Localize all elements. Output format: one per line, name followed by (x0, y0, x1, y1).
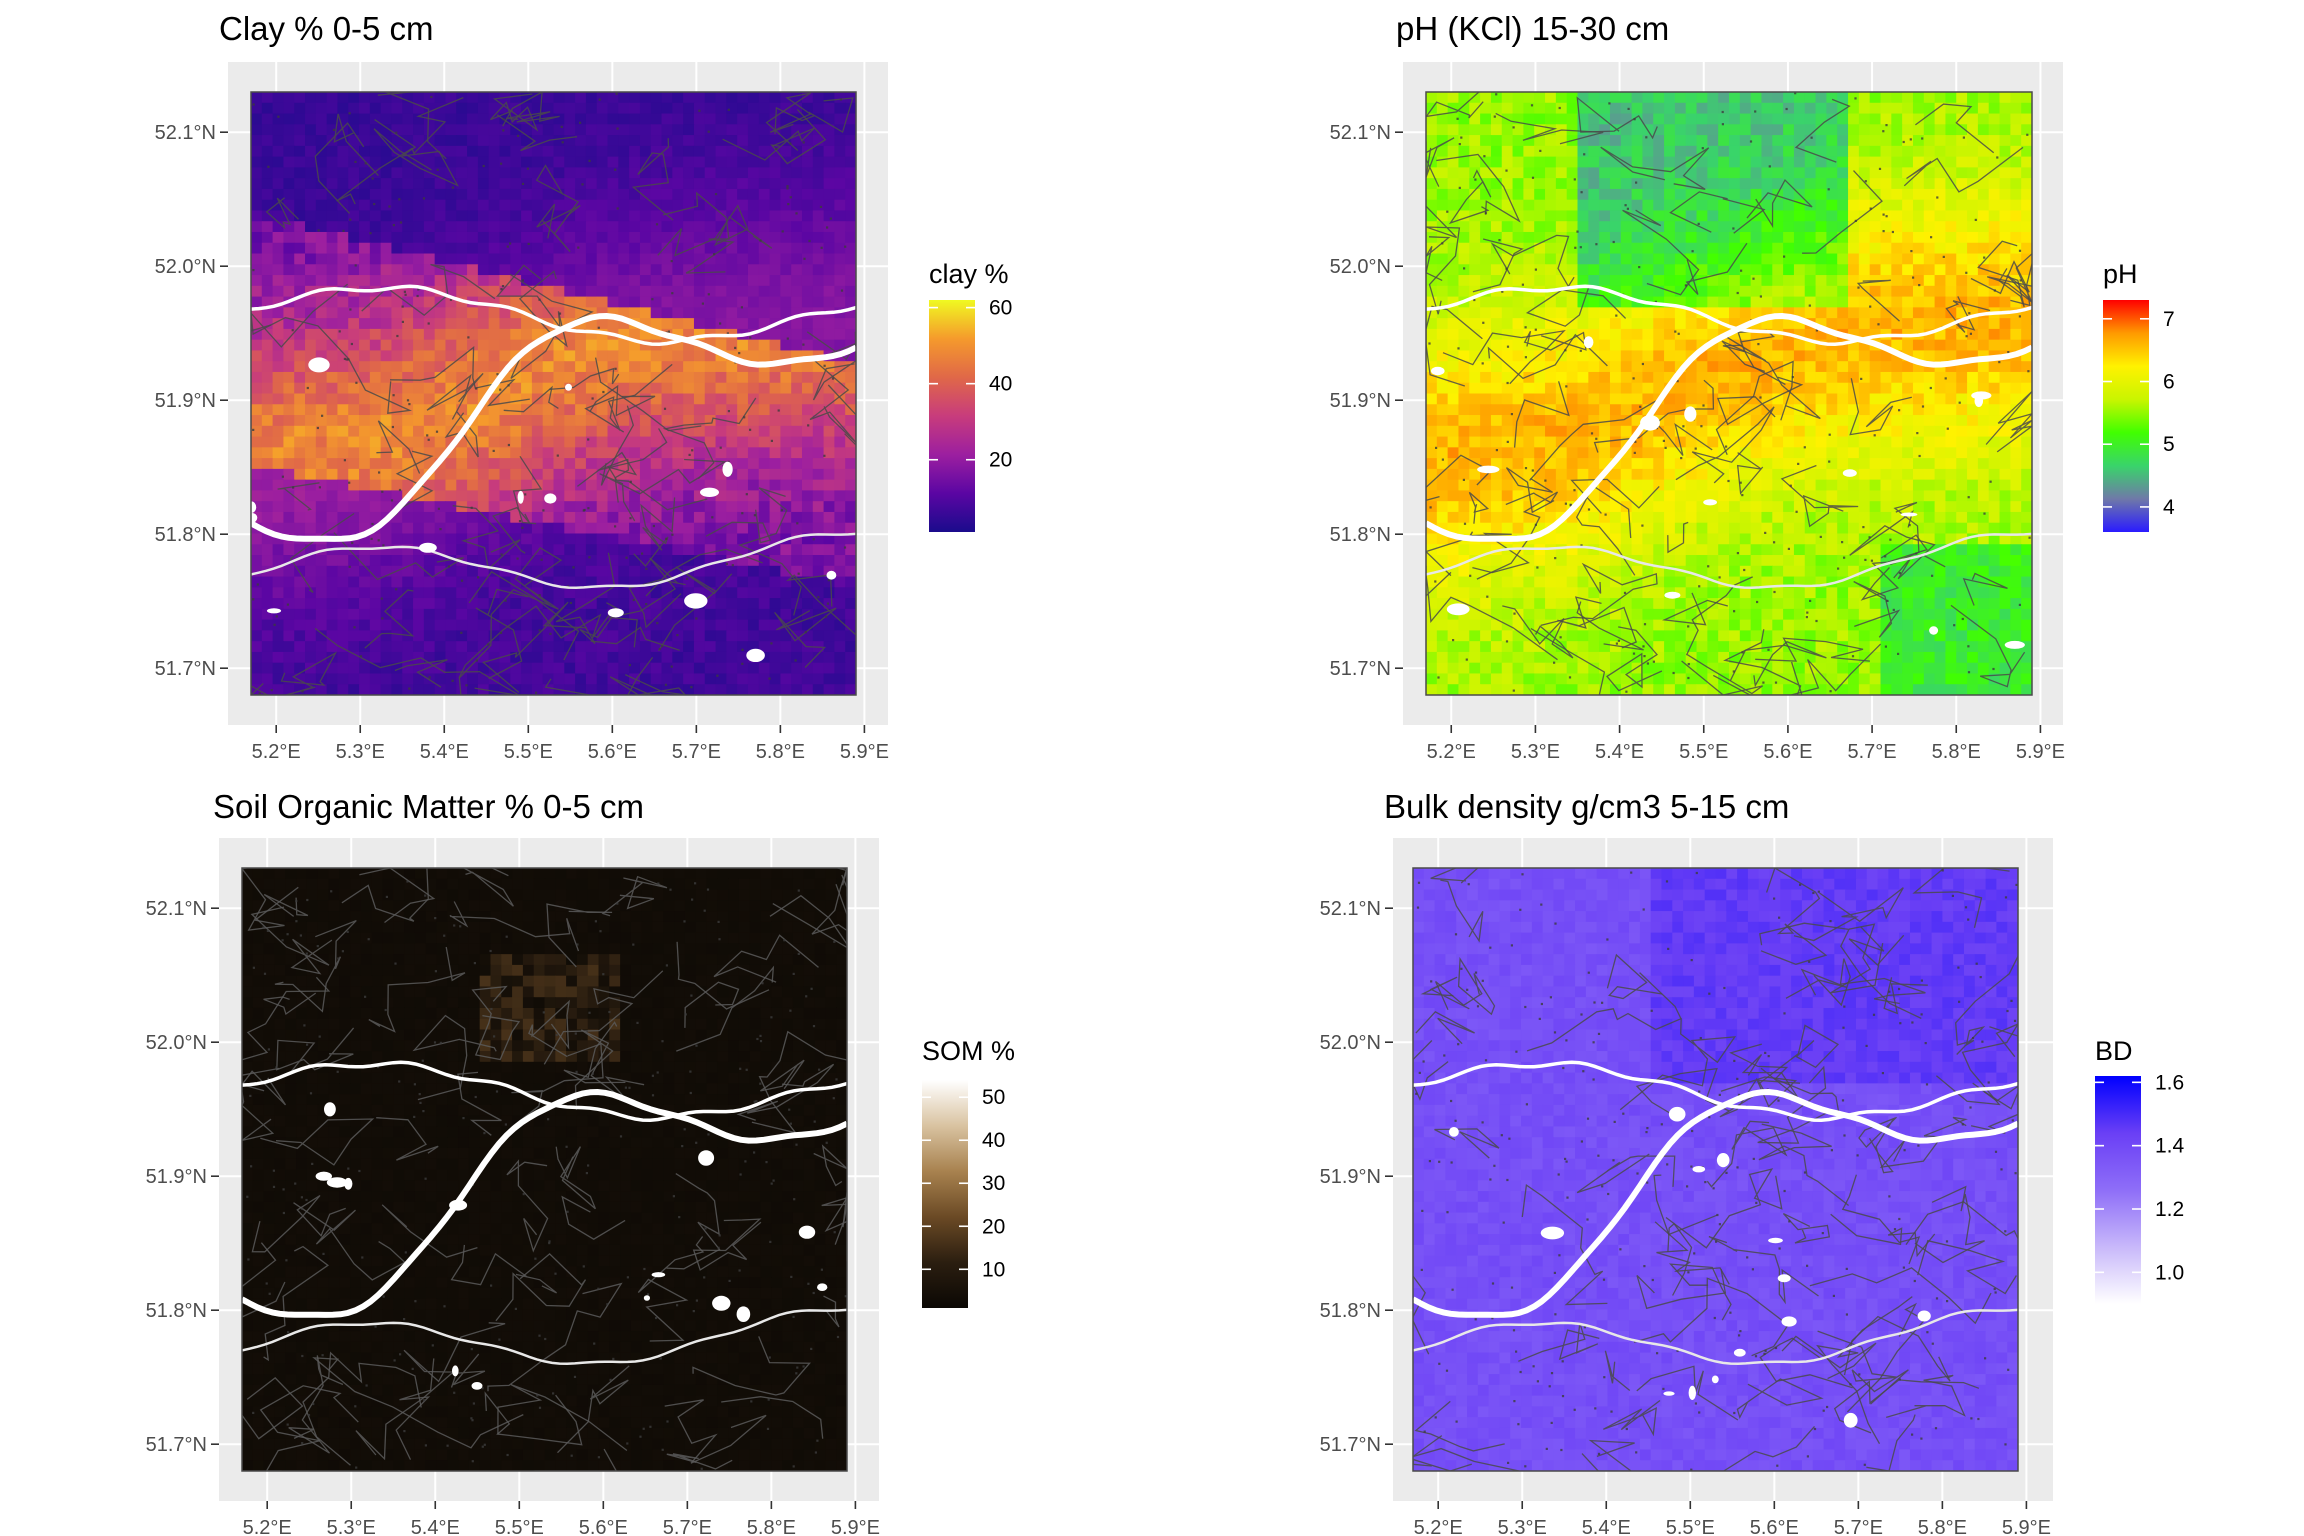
y-tick-label: 51.8°N (1320, 1300, 1381, 1322)
legend-colorbar (922, 1080, 968, 1308)
x-tick-label: 5.2°E (252, 741, 301, 763)
y-tick-label: 51.7°N (146, 1434, 207, 1456)
map-raster (1413, 868, 2018, 1471)
y-tick-label: 52.1°N (146, 898, 207, 920)
legend-break-label: 50 (982, 1086, 1005, 1109)
legend-colorbar (2103, 300, 2149, 532)
x-tick-label: 5.6°E (1750, 1517, 1799, 1536)
x-tick-label: 5.5°E (1679, 741, 1728, 763)
x-tick-label: 5.4°E (1582, 1517, 1631, 1536)
x-tick-label: 5.6°E (1763, 741, 1812, 763)
legend-break-label: 1.0 (2155, 1261, 2184, 1284)
y-tick-label: 51.8°N (155, 524, 216, 546)
x-tick-label: 5.3°E (1511, 741, 1560, 763)
legend: SOM % 50 40 30 20 10 (922, 1036, 1015, 1308)
y-tick-label: 52.1°N (1330, 122, 1391, 144)
x-tick-label: 5.4°E (411, 1517, 460, 1536)
map-raster (251, 92, 856, 695)
map-panel-2: pH (KCl) 15-30 cm 5.2°E 5.3°E 5.4°E 5.5°E 5.6… (1330, 10, 2175, 763)
x-tick-label: 5.6°E (579, 1517, 628, 1536)
y-tick-label: 51.9°N (1320, 1166, 1381, 1188)
legend: pH 7 6 5 4 (2103, 259, 2175, 532)
legend-break-label: 30 (982, 1172, 1005, 1195)
legend-title: SOM % (922, 1036, 1015, 1066)
x-tick-label: 5.4°E (1595, 741, 1644, 763)
map-raster (242, 868, 847, 1471)
legend-break-label: 7 (2163, 308, 2175, 331)
y-tick-label: 51.8°N (1330, 524, 1391, 546)
x-tick-label: 5.6°E (588, 741, 637, 763)
x-tick-label: 5.8°E (1932, 741, 1981, 763)
legend: clay % 60 40 20 (929, 259, 1012, 532)
legend-break-label: 1.4 (2155, 1135, 2185, 1158)
x-tick-label: 5.9°E (2002, 1517, 2051, 1536)
y-tick-label: 52.0°N (146, 1032, 207, 1054)
y-tick-label: 52.0°N (1320, 1032, 1381, 1054)
x-tick-label: 5.3°E (336, 741, 385, 763)
y-tick-label: 51.9°N (155, 390, 216, 412)
x-tick-label: 5.8°E (747, 1517, 796, 1536)
x-tick-label: 5.5°E (495, 1517, 544, 1536)
map-panel-4: Bulk density g/cm3 5-15 cm 5.2°E 5.3°E 5.4°… (1320, 788, 2185, 1536)
x-tick-label: 5.8°E (756, 741, 805, 763)
y-tick-label: 51.9°N (1330, 390, 1391, 412)
legend-break-label: 20 (989, 449, 1012, 472)
panel-title: Soil Organic Matter % 0-5 cm (213, 788, 644, 825)
map-panel-3: Soil Organic Matter % 0-5 cm 5.2°E 5.3°E 5.… (146, 788, 1015, 1536)
x-tick-label: 5.9°E (840, 741, 889, 763)
y-tick-label: 52.1°N (155, 122, 216, 144)
x-tick-label: 5.5°E (1666, 1517, 1715, 1536)
x-tick-label: 5.3°E (327, 1517, 376, 1536)
legend-break-label: 1.2 (2155, 1198, 2184, 1221)
legend-break-label: 60 (989, 297, 1012, 320)
legend-title: pH (2103, 259, 2138, 289)
y-tick-label: 52.0°N (155, 256, 216, 278)
panel-title: pH (KCl) 15-30 cm (1396, 10, 1669, 47)
map-panel-1: Clay % 0-5 cm 5.2°E 5.3°E 5.4°E 5.5°E 5.6°E 5.… (155, 10, 1013, 763)
legend-break-label: 10 (982, 1258, 1005, 1281)
legend-break-label: 6 (2163, 371, 2175, 394)
y-tick-label: 52.0°N (1330, 256, 1391, 278)
x-tick-label: 5.7°E (672, 741, 721, 763)
map-raster (1426, 92, 2032, 695)
x-tick-label: 5.4°E (420, 741, 469, 763)
legend-title: BD (2095, 1036, 2133, 1066)
x-tick-label: 5.2°E (1414, 1517, 1463, 1536)
legend-break-label: 5 (2163, 433, 2175, 456)
legend-break-label: 4 (2163, 496, 2175, 519)
x-tick-label: 5.7°E (663, 1517, 712, 1536)
legend-break-label: 1.6 (2155, 1071, 2184, 1094)
x-tick-label: 5.7°E (1834, 1517, 1883, 1536)
legend-break-label: 20 (982, 1215, 1005, 1238)
x-tick-label: 5.3°E (1498, 1517, 1547, 1536)
y-tick-label: 51.7°N (1330, 658, 1391, 680)
legend-colorbar (2095, 1076, 2141, 1304)
legend-break-label: 40 (989, 373, 1012, 396)
x-tick-label: 5.2°E (1427, 741, 1476, 763)
y-tick-label: 52.1°N (1320, 898, 1381, 920)
y-tick-label: 51.8°N (146, 1300, 207, 1322)
x-tick-label: 5.7°E (1848, 741, 1897, 763)
legend: BD 1.6 1.4 1.2 1.0 (2095, 1036, 2185, 1304)
x-tick-label: 5.2°E (243, 1517, 292, 1536)
y-tick-label: 51.9°N (146, 1166, 207, 1188)
y-tick-label: 51.7°N (1320, 1434, 1381, 1456)
x-tick-label: 5.9°E (831, 1517, 880, 1536)
legend-break-label: 40 (982, 1129, 1005, 1152)
y-tick-label: 51.7°N (155, 658, 216, 680)
panel-title: Clay % 0-5 cm (219, 10, 434, 47)
legend-colorbar (929, 300, 975, 532)
x-tick-label: 5.9°E (2016, 741, 2065, 763)
x-tick-label: 5.5°E (504, 741, 553, 763)
panel-title: Bulk density g/cm3 5-15 cm (1384, 788, 1789, 825)
x-tick-label: 5.8°E (1918, 1517, 1967, 1536)
legend-title: clay % (929, 259, 1009, 289)
